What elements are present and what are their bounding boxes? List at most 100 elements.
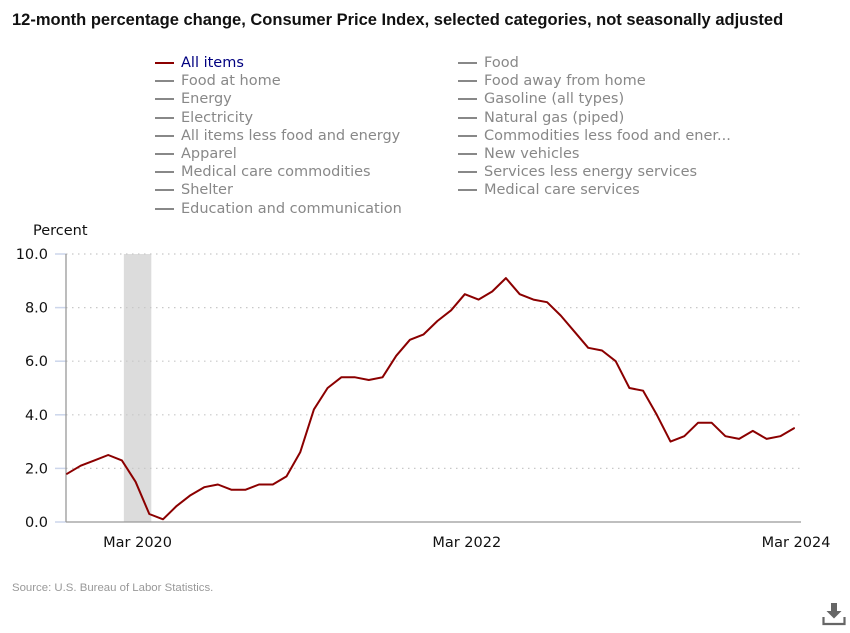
- data-point[interactable]: Jul 2021: 5.4: [351, 373, 359, 381]
- data-point[interactable]: Apr 2021: 4.2: [310, 405, 318, 413]
- legend-item-food-at-home[interactable]: Food at home: [155, 72, 458, 90]
- legend-item-apparel[interactable]: Apparel: [155, 145, 458, 163]
- legend-item-food-away-from-home[interactable]: Food away from home: [458, 72, 761, 90]
- data-point[interactable]: Dec 2022: 6.5: [584, 344, 592, 352]
- data-point[interactable]: Aug 2023: 3.7: [694, 419, 702, 427]
- series: [66, 277, 795, 521]
- series-line-all-items: [66, 277, 795, 521]
- legend-item-medical-care-services[interactable]: Medical care services: [458, 181, 761, 199]
- data-point[interactable]: Nov 2020: 1.2: [241, 486, 249, 494]
- data-point[interactable]: May 2022: 8.6: [488, 288, 496, 296]
- legend-item-energy[interactable]: Energy: [155, 90, 458, 108]
- legend-item-natural-gas[interactable]: Natural gas (piped): [458, 109, 761, 127]
- legend-line-icon: [458, 171, 477, 174]
- data-point[interactable]: Mar 2020: 1.5: [132, 478, 140, 486]
- data-point[interactable]: Nov 2022: 7.1: [571, 328, 579, 336]
- legend-item-food[interactable]: Food: [458, 54, 761, 72]
- data-point[interactable]: Dec 2020: 1.4: [255, 480, 263, 488]
- data-point[interactable]: May 2021: 5.0: [324, 384, 332, 392]
- legend-label: Food away from home: [484, 73, 646, 90]
- legend-item-shelter[interactable]: Shelter: [155, 181, 458, 199]
- legend-line-icon: [155, 189, 174, 192]
- data-point[interactable]: Sep 2023: 3.7: [708, 419, 716, 427]
- data-point[interactable]: Jan 2020: 2.5: [104, 451, 112, 459]
- data-point[interactable]: Aug 2020: 1.3: [200, 483, 208, 491]
- data-point[interactable]: Oct 2019: 1.8: [63, 470, 71, 478]
- data-point[interactable]: Oct 2020: 1.2: [228, 486, 236, 494]
- data-point[interactable]: Jul 2023: 3.2: [680, 432, 688, 440]
- y-tick-label: 6.0: [25, 354, 48, 370]
- legend-item-services-less-energy[interactable]: Services less energy services: [458, 163, 761, 181]
- y-tick-label: 2.0: [25, 461, 48, 477]
- data-point[interactable]: Mar 2022: 8.5: [461, 290, 469, 298]
- legend-label: Natural gas (piped): [484, 109, 625, 126]
- data-point[interactable]: Apr 2022: 8.3: [475, 296, 483, 304]
- legend-item-electricity[interactable]: Electricity: [155, 109, 458, 127]
- legend-item-core[interactable]: All items less food and energy: [155, 127, 458, 145]
- data-point[interactable]: Jun 2020: 0.6: [173, 502, 181, 510]
- data-point[interactable]: Jun 2023: 3.0: [667, 438, 675, 446]
- legend-label: Food: [484, 55, 519, 72]
- data-point[interactable]: Sep 2022: 8.2: [543, 298, 551, 306]
- legend-item-medical-care-commodities[interactable]: Medical care commodities: [155, 163, 458, 181]
- data-point[interactable]: May 2023: 4.0: [653, 411, 661, 419]
- data-point[interactable]: Apr 2023: 4.9: [639, 387, 647, 395]
- data-point[interactable]: Jul 2022: 8.5: [516, 290, 524, 298]
- data-point[interactable]: Oct 2021: 6.2: [392, 352, 400, 360]
- data-point[interactable]: Dec 2019: 2.3: [90, 456, 98, 464]
- data-point[interactable]: Mar 2024: 3.5: [790, 424, 798, 432]
- data-point[interactable]: Oct 2023: 3.2: [721, 432, 729, 440]
- data-point[interactable]: Jan 2024: 3.1: [763, 435, 771, 443]
- data-point[interactable]: Nov 2023: 3.1: [735, 435, 743, 443]
- legend-line-icon: [155, 116, 174, 119]
- data-point[interactable]: Jul 2020: 1.0: [186, 491, 194, 499]
- data-point[interactable]: Dec 2023: 3.4: [749, 427, 757, 435]
- data-point[interactable]: Feb 2024: 3.2: [776, 432, 784, 440]
- y-tick-labels: 0.0 2.0 4.0 6.0 8.0 10.0: [16, 247, 48, 531]
- data-point[interactable]: May 2020: 0.1: [159, 515, 167, 523]
- legend-item-gasoline[interactable]: Gasoline (all types): [458, 90, 761, 108]
- y-tick-label: 8.0: [25, 301, 48, 317]
- data-point[interactable]: Feb 2023: 6.0: [612, 357, 620, 365]
- download-button[interactable]: [820, 600, 848, 628]
- data-point[interactable]: Sep 2021: 5.4: [378, 373, 386, 381]
- legend-line-icon: [155, 207, 174, 210]
- data-point[interactable]: Aug 2022: 8.3: [529, 296, 537, 304]
- data-point[interactable]: Feb 2021: 1.7: [282, 472, 290, 480]
- data-point[interactable]: Apr 2020: 0.3: [145, 510, 153, 518]
- data-point[interactable]: Feb 2020: 2.3: [118, 456, 126, 464]
- legend-label: Gasoline (all types): [484, 91, 625, 108]
- legend-label: Services less energy services: [484, 164, 698, 181]
- data-point[interactable]: Jun 2021: 5.4: [337, 373, 345, 381]
- legend-line-icon: [458, 116, 477, 119]
- legend-item-new-vehicles[interactable]: New vehicles: [458, 145, 761, 163]
- legend-item-all-items[interactable]: All items: [155, 54, 458, 72]
- legend-item-core-commodities[interactable]: Commodities less food and ener...: [458, 127, 761, 145]
- download-icon: [822, 603, 846, 626]
- data-point[interactable]: Nov 2021: 6.8: [406, 336, 414, 344]
- legend-label: Commodities less food and ener...: [484, 127, 731, 144]
- data-point[interactable]: Aug 2021: 5.3: [365, 376, 373, 384]
- data-point[interactable]: Mar 2023: 5.0: [625, 384, 633, 392]
- x-tick-labels: Mar 2020 Mar 2022 Mar 2024: [103, 535, 830, 551]
- data-point[interactable]: Jan 2022: 7.5: [433, 317, 441, 325]
- data-point[interactable]: Nov 2019: 2.1: [77, 462, 85, 470]
- data-point[interactable]: Feb 2022: 7.9: [447, 306, 455, 314]
- data-points: Oct 2019: 1.8 Nov 2019: 2.1 Dec 2019: 2.3 J…: [63, 274, 798, 523]
- legend-line-icon: [458, 98, 477, 101]
- data-point[interactable]: Mar 2021: 2.6: [296, 448, 304, 456]
- data-point[interactable]: Jan 2023: 6.4: [598, 346, 606, 354]
- data-point[interactable]: Jun 2022: 9.1: [502, 274, 510, 282]
- legend-item-education-communication[interactable]: Education and communication: [155, 200, 458, 218]
- source-note: Source: U.S. Bureau of Labor Statistics.: [12, 582, 214, 594]
- legend-line-icon: [155, 62, 174, 65]
- data-point[interactable]: Sep 2020: 1.4: [214, 480, 222, 488]
- data-point[interactable]: Dec 2021: 7.0: [420, 330, 428, 338]
- data-point[interactable]: Oct 2022: 7.7: [557, 312, 565, 320]
- legend: All items Food Food at home Food away fr…: [155, 54, 761, 218]
- legend-line-icon: [155, 134, 174, 137]
- data-point[interactable]: Jan 2021: 1.4: [269, 480, 277, 488]
- legend-line-icon: [458, 134, 477, 137]
- legend-label: Education and communication: [181, 200, 402, 217]
